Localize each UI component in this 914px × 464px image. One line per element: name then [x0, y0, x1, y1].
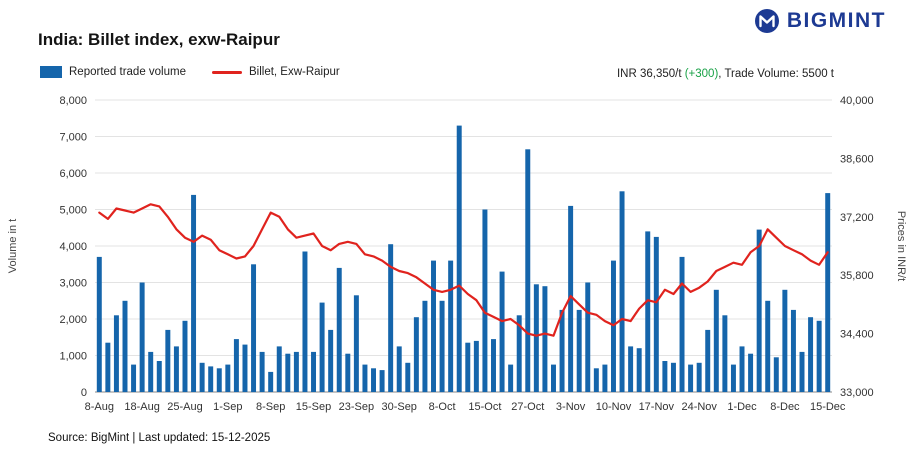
chart-legend: Reported trade volume Billet, Exw-Raipur [40, 66, 340, 78]
y-axis-right-title: Prices in INR/t [895, 211, 907, 281]
volume-swatch-icon [40, 66, 62, 78]
y-axis-left-ticks: 0 1,000 2,000 3,000 4,000 5,000 6,000 7,000 8,00… [59, 95, 87, 399]
svg-text:40,000: 40,000 [840, 95, 874, 107]
svg-text:15-Sep: 15-Sep [296, 401, 331, 413]
legend-label-volume: Reported trade volume [69, 66, 186, 78]
svg-text:38,600: 38,600 [840, 153, 874, 165]
svg-text:1-Sep: 1-Sep [213, 401, 242, 413]
legend-item-price[interactable]: Billet, Exw-Raipur [211, 66, 340, 78]
svg-text:5,000: 5,000 [59, 205, 87, 217]
price-line [98, 203, 829, 337]
svg-text:25-Aug: 25-Aug [167, 401, 202, 413]
svg-text:35,800: 35,800 [840, 270, 874, 282]
svg-text:17-Nov: 17-Nov [639, 401, 675, 413]
price-current: INR 36,350/t [616, 68, 685, 80]
gridlines [95, 99, 832, 393]
bigmint-logo: BIGMINT [754, 8, 886, 34]
y-axis-left-title: Volume in t [7, 219, 19, 273]
svg-text:1,000: 1,000 [59, 351, 87, 363]
price-change: (+300) [684, 68, 719, 80]
page-title: India: Billet index, exw-Raipur [38, 30, 280, 49]
svg-text:2,000: 2,000 [59, 314, 87, 326]
svg-text:33,000: 33,000 [840, 387, 874, 399]
svg-text:37,200: 37,200 [840, 212, 874, 224]
bigmint-logo-text: BIGMINT [786, 9, 886, 32]
x-axis-ticks: 8-Aug 18-Aug 25-Aug 1-Sep 8-Sep 15-Sep 23-Sep 3… [85, 401, 846, 413]
combo-chart: 0 1,000 2,000 3,000 4,000 5,000 6,000 7,000 8,00… [0, 88, 914, 420]
svg-text:3-Nov: 3-Nov [556, 401, 586, 413]
svg-text:34,400: 34,400 [840, 329, 874, 341]
svg-text:8,000: 8,000 [59, 95, 87, 107]
svg-text:8-Oct: 8-Oct [429, 401, 456, 413]
svg-text:24-Nov: 24-Nov [681, 401, 717, 413]
svg-text:10-Nov: 10-Nov [596, 401, 632, 413]
svg-text:23-Sep: 23-Sep [339, 401, 374, 413]
legend-item-volume[interactable]: Reported trade volume [40, 66, 186, 78]
svg-text:1-Dec: 1-Dec [727, 401, 757, 413]
price-summary: INR 36,350/t (+300), Trade Volume: 5500 … [617, 68, 834, 80]
trade-volume-summary: , Trade Volume: 5500 t [718, 68, 834, 80]
price-line-swatch-icon [211, 70, 242, 74]
source-note: Source: BigMint | Last updated: 15-12-20… [48, 432, 271, 444]
svg-text:3,000: 3,000 [59, 278, 87, 290]
svg-text:8-Aug: 8-Aug [85, 401, 114, 413]
svg-text:7,000: 7,000 [59, 132, 87, 144]
svg-text:6,000: 6,000 [59, 168, 87, 180]
svg-text:15-Oct: 15-Oct [468, 401, 501, 413]
legend-label-price: Billet, Exw-Raipur [248, 66, 340, 78]
y-axis-right-ticks: 33,000 34,400 35,800 37,200 38,600 40,000 [840, 95, 874, 399]
svg-text:4,000: 4,000 [59, 241, 87, 253]
svg-text:8-Sep: 8-Sep [256, 401, 285, 413]
svg-text:30-Sep: 30-Sep [381, 401, 416, 413]
svg-text:18-Aug: 18-Aug [124, 401, 159, 413]
svg-text:8-Dec: 8-Dec [770, 401, 800, 413]
svg-text:27-Oct: 27-Oct [511, 401, 544, 413]
svg-text:15-Dec: 15-Dec [810, 401, 846, 413]
bigmint-logo-icon [754, 9, 779, 33]
svg-text:0: 0 [81, 387, 87, 399]
chart-svg: 0 1,000 2,000 3,000 4,000 5,000 6,000 7,000 8,00… [7, 95, 907, 413]
volume-bars [96, 125, 831, 393]
